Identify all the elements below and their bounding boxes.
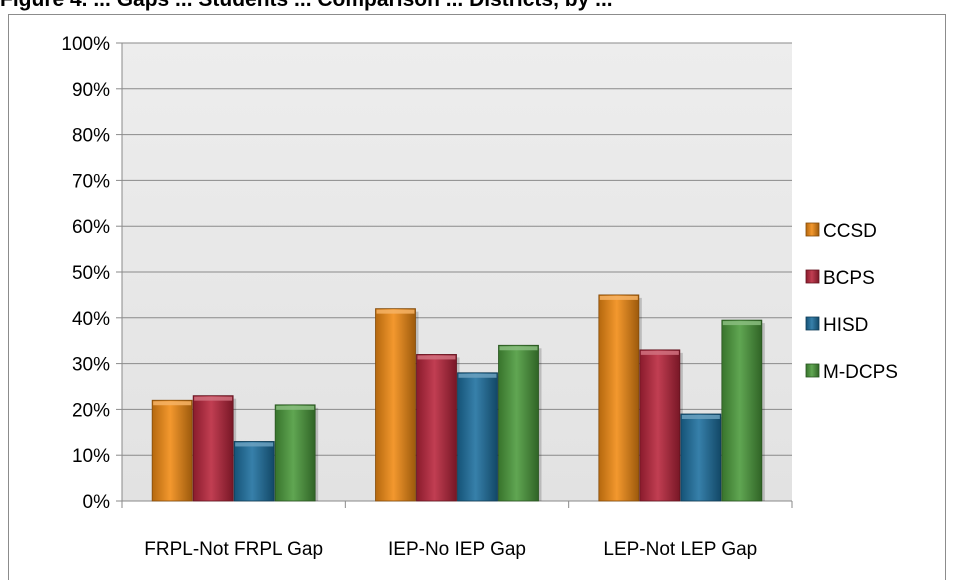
legend-label-ccsd: CCSD [823,221,877,242]
bar-top-highlight [376,309,415,314]
bar-top-highlight [458,373,497,378]
legend-swatch-ccsd [805,222,820,237]
bar-ccsd-0 [151,399,193,502]
legend-label-m-dcps: M-DCPS [823,362,898,383]
x-tick-label: LEP-Not LEP Gap [603,539,757,560]
y-tick-label: 70% [72,171,110,192]
bar-top-highlight [417,355,456,360]
legend-label-hisd: HISD [823,315,868,336]
y-tick-label: 80% [72,126,110,147]
bar-ccsd-2 [598,294,640,502]
y-tick-label: 60% [72,217,110,238]
legend-swatch-m-dcps [805,363,820,378]
bar-top-highlight [194,396,233,401]
y-tick-label: 40% [72,309,110,330]
bar-top-highlight [681,414,720,419]
y-tick-label: 30% [72,355,110,376]
y-tick-label: 0% [83,492,111,513]
bar-ccsd-1 [375,308,416,502]
bar-top-highlight [153,401,192,406]
y-tick-label: 100% [61,34,110,55]
legend-label-bcps: BCPS [823,268,875,289]
legend: CCSD BCPS HISD M-DCPS [805,221,898,383]
x-tick-label: IEP-No IEP Gap [388,539,526,560]
bar-top-highlight [276,405,315,410]
legend-swatch-hisd [805,316,820,331]
bar-m-dcps-1 [498,344,539,502]
bar-top-highlight [235,442,274,447]
bar-m-dcps-2 [721,319,763,502]
y-tick-label: 20% [72,400,110,421]
y-tick-label: 90% [72,80,110,101]
bar-m-dcps-0 [274,404,316,502]
bar-hisd-0 [233,441,275,502]
y-tick-label: 10% [72,446,110,467]
figure-caption: Figure 4. ... Gaps ... Students ... Comp… [0,0,956,14]
bar-bcps-2 [639,349,681,502]
bar-top-highlight [499,346,538,351]
bar-hisd-2 [680,413,722,502]
legend-swatch-bcps [805,269,820,284]
bar-bcps-0 [192,395,234,502]
y-tick-label: 50% [72,263,110,284]
bar-top-highlight [722,321,761,326]
bar-bcps-1 [416,354,457,502]
bar-top-highlight [599,295,638,300]
x-tick-label: FRPL-Not FRPL Gap [144,539,323,560]
bar-top-highlight [640,350,679,355]
plot-area: 0% 10% 20% 30% 40% 50% 60% 70% 80% 90% 100% FRPL-No… [61,34,793,560]
bar-hisd-1 [457,372,498,502]
